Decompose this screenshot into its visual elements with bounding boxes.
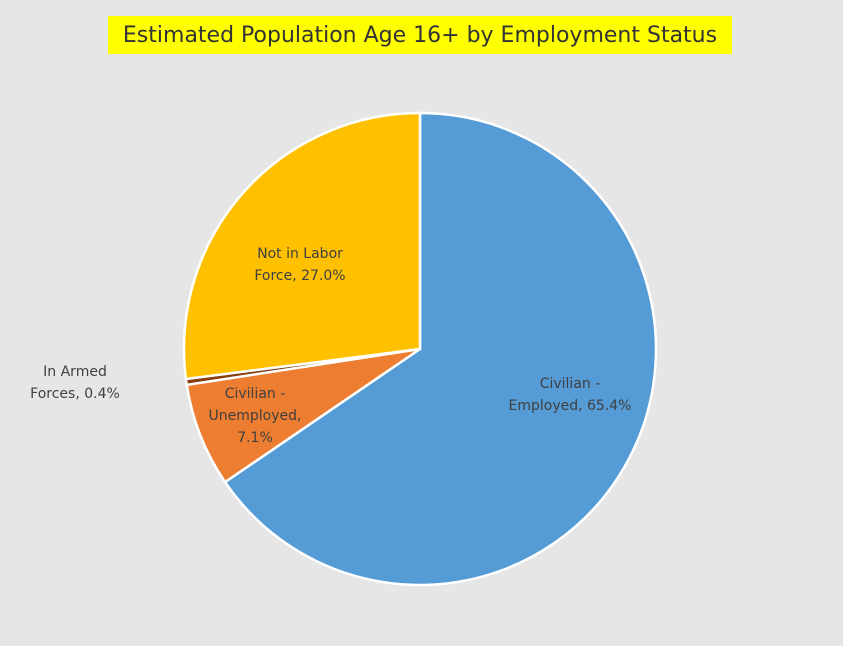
data-label: Civilian -Employed, 65.4% — [509, 376, 632, 414]
data-label: In Armed Forces, 0.4% — [30, 364, 120, 402]
chart-title: Estimated Population Age 16+ by Employme… — [123, 23, 717, 48]
pie-slice — [185, 347, 421, 484]
title-highlight — [108, 16, 732, 54]
data-label: Not in Labor Force, 27.0% — [254, 246, 345, 284]
pie-slice — [223, 111, 658, 587]
pie-slice — [182, 111, 422, 381]
data-label: Civilian -Unemployed, 7.1% — [209, 386, 302, 446]
